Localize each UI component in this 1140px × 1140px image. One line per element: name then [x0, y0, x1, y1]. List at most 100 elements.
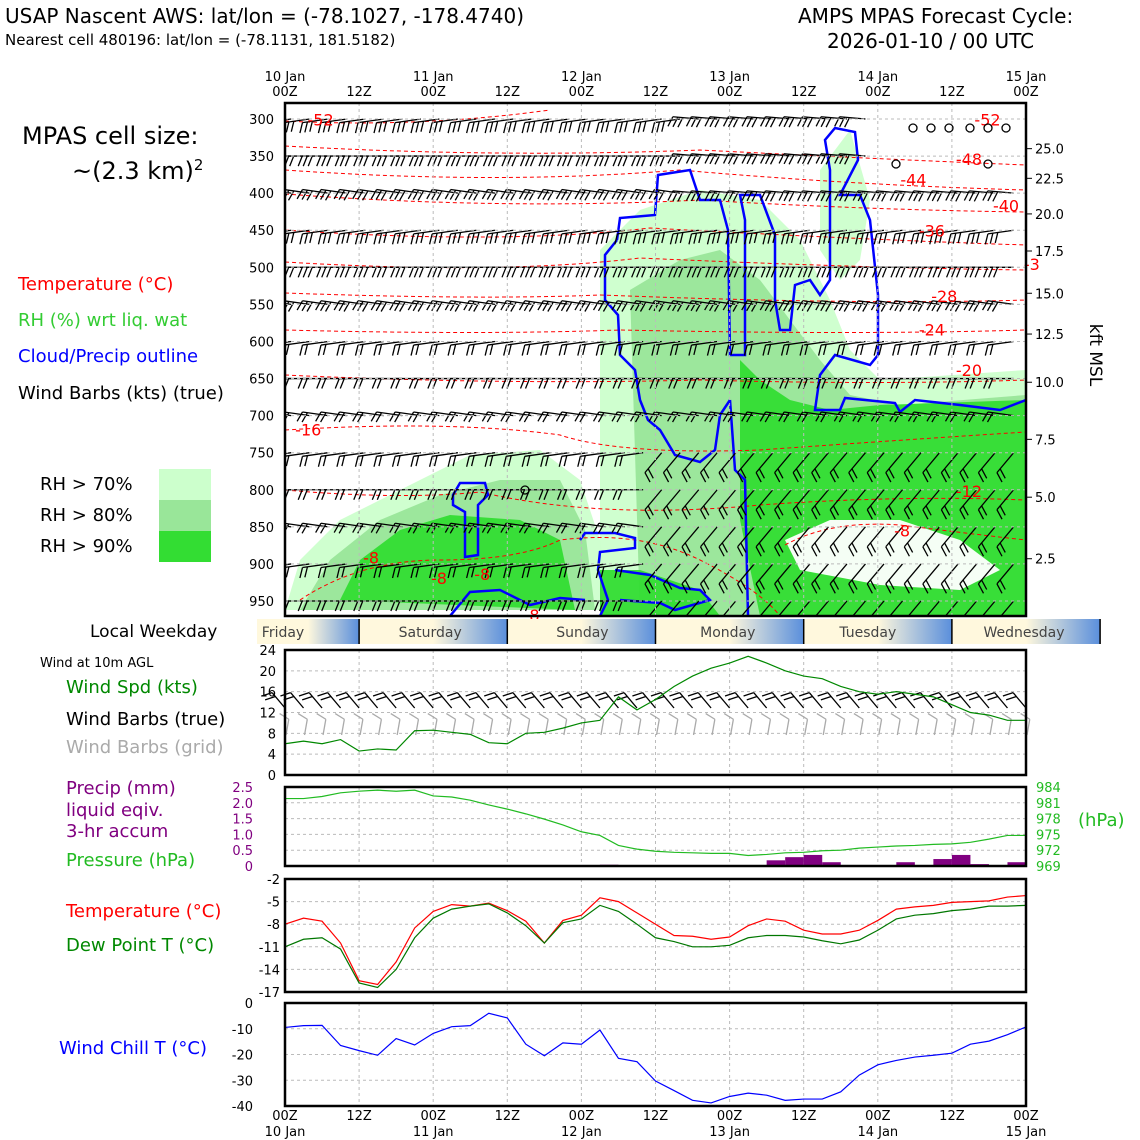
barb-shaft — [345, 692, 360, 709]
barb-flag — [619, 232, 623, 244]
barb-flag — [888, 542, 895, 553]
wind-barb-grid-6 — [390, 713, 401, 736]
barb-flag — [321, 600, 327, 612]
wind-barb-upper-247 — [577, 452, 607, 467]
barb-flag — [685, 116, 692, 127]
barb-flag — [761, 692, 773, 697]
barb-flag — [667, 190, 674, 201]
barb-flag — [327, 121, 332, 132]
barb-flag — [315, 411, 322, 422]
barb-flag — [764, 191, 772, 202]
barb-flag — [733, 267, 739, 278]
barb-flag — [575, 489, 581, 501]
wind-barb-grid-24 — [723, 713, 735, 736]
barb-flag — [437, 155, 443, 167]
barb-flag — [666, 468, 673, 479]
wind-barb-upper-445 — [848, 526, 866, 557]
barb-flag — [624, 121, 628, 132]
barb-flag — [378, 344, 383, 355]
barb-flag — [871, 190, 878, 201]
temp-contour-7 — [285, 329, 1026, 333]
barb-flag — [1001, 713, 1012, 720]
wind-barb-upper-366 — [741, 190, 773, 202]
barb-flag — [302, 155, 308, 167]
barb-flag — [469, 267, 475, 278]
barb-flag — [600, 344, 605, 355]
barb-flag — [748, 344, 753, 355]
barb-flag — [354, 122, 359, 134]
barb-flag — [814, 468, 821, 479]
barb-flag — [574, 522, 581, 533]
barb-flag — [563, 121, 568, 133]
barb-flag — [334, 600, 340, 612]
wind-barb-upper-532 — [982, 190, 1014, 202]
barb-flag — [383, 232, 388, 244]
wind-barb-upper-373 — [755, 452, 774, 483]
wind-barb-upper-258 — [595, 340, 625, 356]
barb-flag — [686, 267, 692, 278]
barb-flag — [508, 121, 512, 133]
barb-flag — [814, 579, 821, 590]
wind-barb-upper-110 — [391, 563, 421, 579]
barb-flag — [909, 713, 919, 720]
barb-flag — [543, 378, 549, 389]
barb-flag — [555, 189, 563, 200]
barb-flag — [674, 344, 679, 355]
wind-barb-upper-307 — [662, 600, 681, 616]
barb-flag — [769, 191, 776, 202]
barb-flag — [290, 232, 295, 244]
wind-barb-upper-503 — [940, 452, 959, 483]
wind-barb-upper-335 — [700, 600, 718, 616]
barb-flag — [673, 378, 679, 389]
barb-flag — [632, 233, 637, 245]
barb-flag — [746, 153, 753, 165]
barb-flag — [788, 154, 795, 165]
barb-flag — [858, 267, 864, 278]
wind-barb-upper-6 — [285, 340, 292, 346]
wind-barb-upper-297 — [651, 229, 681, 245]
barb-flag — [468, 301, 475, 312]
wind-barb-upper-176 — [481, 411, 514, 423]
barb-flag — [542, 189, 549, 200]
barb-flag — [722, 116, 729, 127]
barb-flag — [491, 301, 499, 312]
barb-flag — [315, 300, 322, 311]
barb-flag — [779, 378, 785, 389]
barb-flag — [285, 121, 290, 133]
barb-flag — [563, 232, 568, 244]
wind-barb-10m-25 — [724, 692, 749, 709]
barb-flag — [950, 695, 961, 701]
barb-flag — [774, 546, 781, 557]
barb-flag — [436, 301, 443, 312]
wind-barb-grid-12 — [501, 713, 512, 736]
barb-flag — [577, 122, 581, 134]
barb-flag — [408, 489, 414, 501]
barb-flag — [602, 190, 610, 201]
bottom-hour-label-8: 00Z — [865, 1109, 891, 1124]
weekday-label-Tuesday: Tuesday — [838, 625, 896, 641]
wind-barb-upper-17 — [285, 229, 310, 244]
wind-barb-upper-227 — [558, 229, 588, 245]
barb-flag — [558, 567, 563, 579]
barb-flag — [316, 155, 322, 167]
barb-flag — [381, 155, 387, 167]
wind-barb-upper-497 — [929, 229, 959, 245]
barb-flag — [795, 468, 803, 479]
barb-flag — [470, 566, 475, 578]
wind-barb-upper-196 — [521, 118, 551, 134]
barb-flag — [999, 579, 1006, 590]
wind-barb-grid-1 — [297, 713, 308, 736]
barb-flag — [619, 566, 623, 578]
barb-flag — [770, 267, 776, 278]
temp-contour-11 — [299, 537, 781, 616]
barb-flag — [595, 567, 600, 579]
barb-flag — [944, 542, 951, 553]
barb-flag — [807, 154, 814, 165]
barb-flag — [407, 300, 415, 311]
barb-flag — [538, 600, 544, 612]
barb-flag — [685, 153, 692, 164]
barb-flag — [557, 713, 567, 720]
barb-flag — [344, 267, 350, 278]
barb-flag — [821, 378, 827, 389]
barb-flag — [521, 692, 532, 697]
